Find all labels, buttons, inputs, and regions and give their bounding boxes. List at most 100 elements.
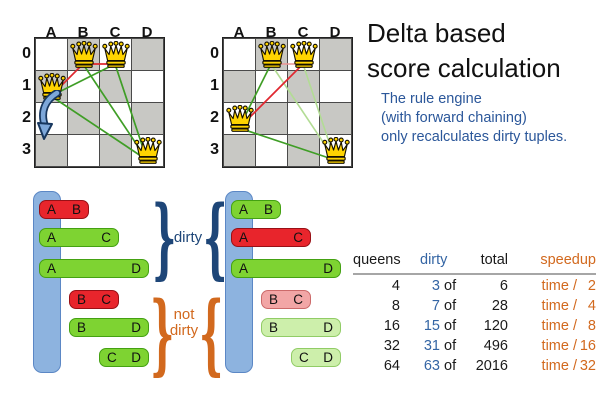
cell-speedup: time /2: [541, 278, 596, 294]
cell-speedup: time /4: [541, 298, 596, 314]
row-label-2: 2: [22, 109, 31, 126]
cell-total: 6: [499, 278, 508, 294]
queen-icon: [321, 136, 351, 165]
speedup-divisor: 2: [587, 278, 596, 294]
tuple-letter-right: C: [293, 292, 303, 307]
queen-move-arrow-icon: [37, 89, 65, 142]
header-total: total: [480, 252, 508, 268]
tuple-letter-right: D: [131, 350, 141, 365]
column-label-C: C: [297, 24, 309, 41]
dirty-count: 15: [423, 318, 440, 334]
cell-speedup: time /8: [541, 318, 596, 334]
cell-dirty: 15 of: [400, 318, 458, 334]
not-dirty-right-brace-icon: {: [199, 281, 224, 385]
column-label-D: D: [141, 24, 153, 41]
not-dirty-label-line-1: not: [173, 306, 195, 323]
table-row: 16 15 of 120 time /8: [353, 318, 596, 338]
cell-dirty: 7 of: [400, 298, 458, 314]
title-line-1: Delta based: [367, 18, 506, 48]
dirty-count: 63: [423, 358, 440, 374]
cell-speedup: time /32: [541, 358, 596, 374]
table-header-rule: [353, 273, 596, 275]
cell-dirty: 3 of: [400, 278, 458, 294]
column-label-A: A: [233, 24, 245, 41]
dirty-count: 31: [423, 338, 440, 354]
cell-queens: 8: [391, 298, 400, 314]
speedup-divisor: 4: [587, 298, 596, 314]
table-row: 32 31 of 496 time /16: [353, 338, 596, 358]
tuple-letter-right: D: [323, 320, 333, 335]
tuple-line-green: [50, 95, 148, 161]
cell-dirty: 63 of: [400, 358, 458, 374]
tuple-letter-left: A: [239, 230, 249, 245]
tuple-letter-right: C: [101, 230, 111, 245]
queen-icon: [133, 136, 163, 165]
header-queens: queens: [353, 252, 401, 268]
tuple-line-green: [50, 63, 116, 97]
row-label-2: 2: [210, 109, 219, 126]
tuple-letter-left: B: [269, 320, 279, 335]
tuple-letter-right: C: [101, 292, 111, 307]
cell-total: 28: [491, 298, 508, 314]
row-label-1: 1: [22, 77, 31, 94]
header-speedup: speedup: [540, 252, 596, 268]
tuple-letter-left: A: [239, 261, 249, 276]
tuple-letter-left: C: [107, 350, 117, 365]
moved-column-bar: [225, 191, 253, 373]
dirty-label: dirty: [173, 229, 203, 246]
queen-icon: [225, 104, 255, 133]
board-cell: [223, 38, 256, 71]
column-label-C: C: [109, 24, 121, 41]
cell-queens: 16: [383, 318, 400, 334]
cell-total: 2016: [475, 358, 508, 374]
dirty-count: 7: [431, 298, 440, 314]
tuple-letter-right: D: [323, 261, 333, 276]
tuple-letter-left: A: [47, 261, 57, 276]
tuple-letter-left: A: [47, 202, 57, 217]
chessboard-after-move: A B C D 0 1 2 3: [201, 10, 371, 175]
row-label-0: 0: [210, 45, 219, 62]
tuple-letter-right: D: [131, 320, 141, 335]
tuple-line-green: [114, 63, 148, 161]
tuple-letter-left: B: [269, 292, 279, 307]
column-label-B: B: [265, 24, 277, 41]
subtitle-line-3: only recalculates dirty tuples.: [381, 129, 568, 145]
not-dirty-label-line-2: dirty: [169, 322, 199, 339]
tuple-letter-left: A: [239, 202, 249, 217]
cell-queens: 32: [383, 338, 400, 354]
speedup-divisor: 16: [579, 338, 596, 354]
column-label-D: D: [329, 24, 341, 41]
subtitle-line-1: The rule engine: [381, 91, 482, 107]
table-header-row: queens dirty total speedup: [353, 252, 596, 272]
row-label-3: 3: [22, 141, 31, 158]
tuple-letter-right: D: [323, 350, 333, 365]
cell-queens: 4: [391, 278, 400, 294]
board-cell: [131, 70, 164, 103]
page-title: Delta based score calculation: [367, 16, 561, 86]
tuple-letter-right: C: [293, 230, 303, 245]
speedup-divisor: 8: [587, 318, 596, 334]
tuple-letter-right: B: [263, 202, 273, 217]
board-cell: [319, 70, 352, 103]
cell-dirty: 31 of: [400, 338, 458, 354]
tuple-letter-left: B: [77, 292, 87, 307]
row-label-1: 1: [210, 77, 219, 94]
board-cell: [35, 134, 68, 167]
cell-total: 120: [483, 318, 508, 334]
queen-icon: [289, 40, 319, 69]
dirty-left-brace-icon: }: [152, 185, 177, 289]
